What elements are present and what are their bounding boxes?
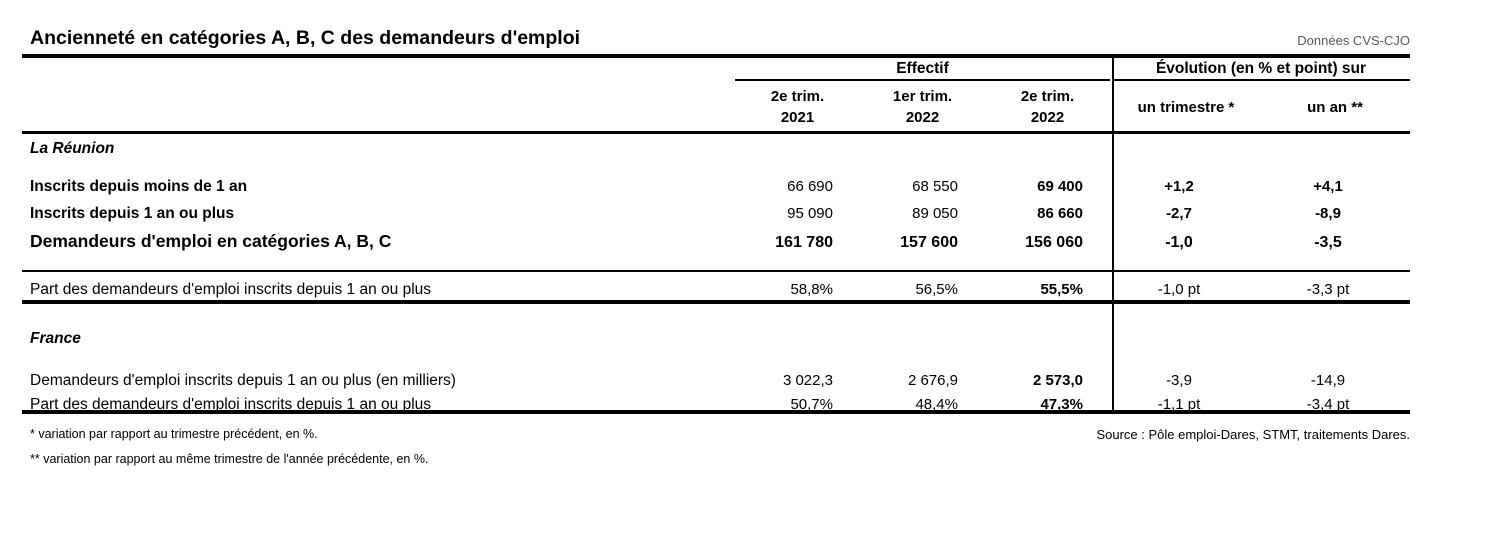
value-2e-trim-2022: 47,3%	[1040, 396, 1083, 413]
section-label-la-reunion: La Réunion	[30, 140, 115, 157]
value-evolution-trimestre: -3,9	[1166, 372, 1192, 389]
value-2e-trim-2022: 55,5%	[1040, 281, 1083, 298]
row-label: Inscrits depuis moins de 1 an	[30, 178, 248, 195]
page-title: Ancienneté en catégories A, B, C des dem…	[30, 27, 581, 49]
section-label-france: France	[30, 330, 81, 347]
value-evolution-trimestre: -1,0 pt	[1157, 281, 1201, 298]
value-evolution-an: -8,9	[1315, 205, 1341, 222]
data-note: Données CVS-CJO	[1297, 33, 1410, 48]
group-header-evolution: Évolution (en % et point) sur	[1155, 60, 1367, 77]
value-evolution-trimestre: -1,1 pt	[1157, 396, 1201, 413]
value-evolution-trimestre: -2,7	[1166, 205, 1192, 222]
row-label: Demandeurs d'emploi en catégories A, B, …	[30, 231, 392, 251]
table-bottom-rule	[22, 410, 1410, 414]
column-header-1er-trim-2022: 1er trim. 2022	[860, 86, 985, 128]
value-1er-trim-2022: 68 550	[912, 178, 958, 195]
value-1er-trim-2022: 56,5%	[915, 281, 958, 298]
column-header-un-trimestre: un trimestre *	[1137, 99, 1235, 116]
value-evolution-trimestre: +1,2	[1164, 178, 1194, 195]
column-header-line1: 1er trim.	[892, 88, 953, 105]
title-rule	[22, 54, 1410, 58]
value-2e-trim-2022: 86 660	[1037, 205, 1083, 222]
value-evolution-an: -3,5	[1314, 234, 1342, 251]
value-1er-trim-2022: 48,4%	[915, 396, 958, 413]
value-evolution-an: -14,9	[1310, 372, 1346, 389]
value-2e-trim-2021: 58,8%	[790, 281, 833, 298]
value-2e-trim-2021: 161 780	[775, 234, 833, 251]
table-row-total-demandeurs-abc: Demandeurs d'emploi en catégories A, B, …	[22, 231, 1410, 253]
column-header-line1: 2e trim.	[770, 88, 825, 105]
source-note: Source : Pôle emploi-Dares, STMT, traite…	[1096, 427, 1410, 442]
column-header-2e-trim-2021: 2e trim. 2021	[735, 86, 860, 128]
evolution-underline	[1112, 79, 1410, 81]
column-header-line1: 2e trim.	[1020, 88, 1075, 105]
table-row-inscrits-moins-1-an: Inscrits depuis moins de 1 an 66 690 68 …	[22, 177, 1410, 197]
value-evolution-an: -3,3 pt	[1306, 281, 1350, 298]
part-row-top-rule	[22, 270, 1410, 272]
column-divider	[1112, 58, 1114, 410]
value-2e-trim-2022: 69 400	[1037, 178, 1083, 195]
column-header-line2: 2022	[1030, 109, 1065, 126]
table-row-part-france: Part des demandeurs d'emploi inscrits de…	[22, 395, 1410, 415]
value-1er-trim-2022: 157 600	[900, 234, 958, 251]
column-header-line2: 2021	[780, 109, 815, 126]
row-label: Inscrits depuis 1 an ou plus	[30, 205, 235, 222]
row-label: Part des demandeurs d'emploi inscrits de…	[30, 396, 432, 413]
footnote-trimestre: * variation par rapport au trimestre pré…	[30, 427, 318, 441]
column-header-line2: 2022	[905, 109, 940, 126]
group-header-effectif: Effectif	[896, 60, 949, 77]
value-2e-trim-2021: 3 022,3	[782, 372, 833, 389]
value-1er-trim-2022: 89 050	[912, 205, 958, 222]
value-1er-trim-2022: 2 676,9	[907, 372, 958, 389]
value-evolution-trimestre: -1,0	[1165, 234, 1193, 251]
column-header-un-an: un an **	[1307, 99, 1363, 116]
value-2e-trim-2022: 156 060	[1025, 234, 1083, 251]
row-label: Demandeurs d'emploi inscrits depuis 1 an…	[30, 372, 456, 389]
table-row-part-reunion: Part des demandeurs d'emploi inscrits de…	[22, 280, 1410, 300]
table-row-inscrits-1-an-ou-plus: Inscrits depuis 1 an ou plus 95 090 89 0…	[22, 204, 1410, 224]
column-header-2e-trim-2022: 2e trim. 2022	[985, 86, 1110, 128]
part-row-bottom-rule	[22, 300, 1410, 304]
value-evolution-an: -3,4 pt	[1306, 396, 1350, 413]
value-2e-trim-2022: 2 573,0	[1032, 372, 1083, 389]
value-2e-trim-2021: 50,7%	[790, 396, 833, 413]
effectif-underline	[735, 79, 1110, 81]
row-label: Part des demandeurs d'emploi inscrits de…	[30, 281, 432, 298]
value-evolution-an: +4,1	[1313, 178, 1343, 195]
table-row-france-milliers: Demandeurs d'emploi inscrits depuis 1 an…	[22, 371, 1410, 391]
footnote-an: ** variation par rapport au même trimest…	[30, 452, 429, 466]
value-2e-trim-2021: 95 090	[787, 205, 833, 222]
value-2e-trim-2021: 66 690	[787, 178, 833, 195]
header-bottom-rule	[22, 131, 1410, 134]
